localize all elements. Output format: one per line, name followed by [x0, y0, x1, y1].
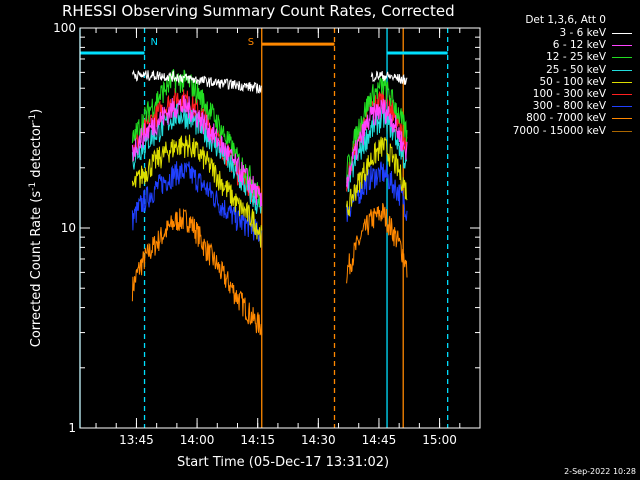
legend-label: 3 - 6 keV	[559, 27, 606, 39]
legend-entry: 800 - 7000 keV	[486, 112, 636, 124]
legend-swatch	[612, 69, 632, 71]
series-line-0-seg-0	[131, 69, 262, 94]
series-line-4-seg-0	[131, 134, 263, 248]
footer-timestamp: 2-Sep-2022 10:28	[564, 467, 636, 476]
legend-label: 25 - 50 keV	[546, 63, 606, 76]
legend-label: 300 - 800 keV	[532, 100, 606, 113]
legend-swatch	[612, 118, 632, 120]
x-tick-label-0: 13:45	[119, 433, 154, 447]
legend-entry: 100 - 300 keV	[486, 88, 636, 100]
x-tick-label-2: 14:15	[240, 433, 275, 447]
series-line-1-seg-0	[131, 95, 263, 208]
legend: Det 1,3,6, Att 0 3 - 6 keV 6 - 12 keV 12 -…	[486, 14, 636, 137]
x-axis-label: Start Time (05-Dec-17 13:31:02)	[177, 455, 389, 470]
axes: 1 10 100 13:45 14:00 14:15 14:30 14:45 15:00	[53, 21, 481, 447]
x-tick-label-4: 14:45	[362, 433, 397, 447]
legend-swatch	[612, 130, 632, 132]
series-line-7-seg-1	[346, 202, 408, 284]
legend-swatch	[612, 93, 632, 95]
annotation-s: S	[248, 37, 254, 48]
annotation-n: N	[151, 37, 158, 48]
legend-label: 50 - 100 keV	[539, 75, 606, 88]
legend-label: 7000 - 15000 keV	[512, 124, 606, 137]
legend-swatch	[612, 33, 632, 34]
x-tick-label-5: 15:00	[422, 433, 457, 447]
legend-entry: 6 - 12 keV	[486, 39, 636, 51]
legend-entry: 3 - 6 keV	[486, 27, 636, 39]
series-line-0-seg-1	[370, 70, 408, 85]
series-line-6-seg-0	[131, 161, 263, 248]
series-line-4-seg-1	[346, 136, 408, 217]
legend-swatch	[612, 45, 632, 47]
legend-entry: 7000 - 15000 keV	[486, 125, 636, 137]
series-line-3-seg-0	[131, 103, 263, 214]
legend-label: 6 - 12 keV	[552, 39, 606, 52]
y-tick-label-0: 1	[68, 421, 76, 435]
legend-label: 100 - 300 keV	[532, 87, 606, 100]
series-line-2-seg-0	[131, 68, 263, 208]
legend-entry: 300 - 800 keV	[486, 100, 636, 112]
legend-entry: 25 - 50 keV	[486, 64, 636, 76]
chart-title: RHESSI Observing Summary Count Rates, Co…	[62, 2, 455, 20]
y-tick-label-2: 100	[53, 21, 76, 35]
y-axis-label: Corrected Count Rate (s-1 detector-1)	[28, 109, 44, 347]
legend-label: 12 - 25 keV	[546, 51, 606, 64]
series-line-2-seg-1	[346, 77, 408, 184]
legend-entry: 12 - 25 keV	[486, 51, 636, 63]
legend-title: Det 1,3,6, Att 0	[525, 14, 606, 26]
y-tick-label-1: 10	[61, 221, 76, 235]
x-tick-label-1: 14:00	[180, 433, 215, 447]
x-tick-label-3: 14:30	[301, 433, 336, 447]
legend-label: 800 - 7000 keV	[526, 112, 606, 125]
legend-entry: 50 - 100 keV	[486, 76, 636, 88]
series-line-1-seg-1	[346, 98, 408, 189]
legend-swatch	[612, 106, 632, 108]
legend-entries: 3 - 6 keV 6 - 12 keV 12 - 25 keV 25 - 50 ke…	[486, 27, 636, 137]
plot-frame	[79, 27, 481, 429]
legend-swatch	[612, 57, 632, 59]
series-line-7-seg-0	[131, 208, 263, 336]
legend-swatch	[612, 81, 632, 83]
